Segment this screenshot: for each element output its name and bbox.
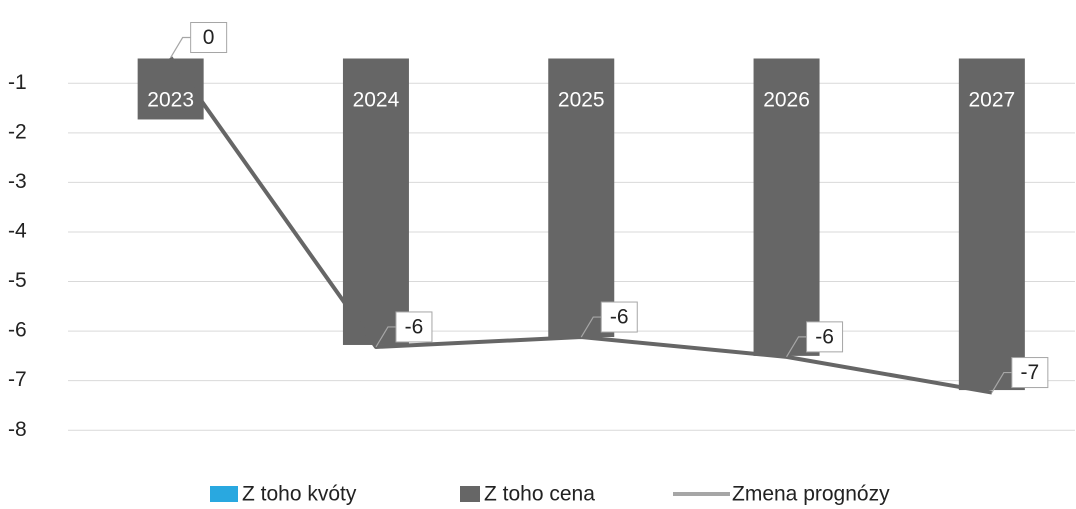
y-tick-label: -5 <box>8 269 27 292</box>
bar <box>342 58 409 345</box>
leader-line <box>786 336 807 358</box>
data-label-box <box>190 22 228 54</box>
bar <box>753 58 820 356</box>
legend-swatch <box>210 486 238 502</box>
y-tick-label: -8 <box>8 418 27 441</box>
legend-label: Z toho cena <box>484 483 595 506</box>
category-label: 2026 <box>763 89 810 112</box>
data-label: -6 <box>815 325 834 348</box>
y-tick-label: -1 <box>8 71 27 94</box>
data-label: -7 <box>1021 361 1040 384</box>
y-tick-label: -3 <box>8 170 27 193</box>
bar <box>548 58 615 338</box>
leader-line <box>580 316 602 338</box>
data-label-box <box>600 301 638 333</box>
leader-line <box>375 326 396 348</box>
y-tick-label: -7 <box>8 368 27 391</box>
data-label: -6 <box>405 316 424 339</box>
y-tick-label: -2 <box>8 120 27 143</box>
data-label: -6 <box>610 306 629 329</box>
y-tick-label: -4 <box>8 220 27 243</box>
category-label: 2024 <box>353 89 400 112</box>
category-label: 2023 <box>147 89 194 112</box>
leader-line <box>170 36 191 58</box>
legend-label: Z toho kvóty <box>242 483 357 506</box>
data-label-box <box>395 311 433 343</box>
y-tick-label: -6 <box>8 319 27 342</box>
leader-line <box>991 371 1012 393</box>
data-label-box <box>806 321 844 353</box>
legend-label: Zmena prognózy <box>732 483 890 506</box>
category-label: 2025 <box>558 89 605 112</box>
category-label: 2027 <box>968 89 1015 112</box>
bar <box>958 58 1025 391</box>
data-label: 0 <box>203 26 215 49</box>
legend-swatch <box>460 486 480 502</box>
data-label-box <box>1011 357 1049 389</box>
